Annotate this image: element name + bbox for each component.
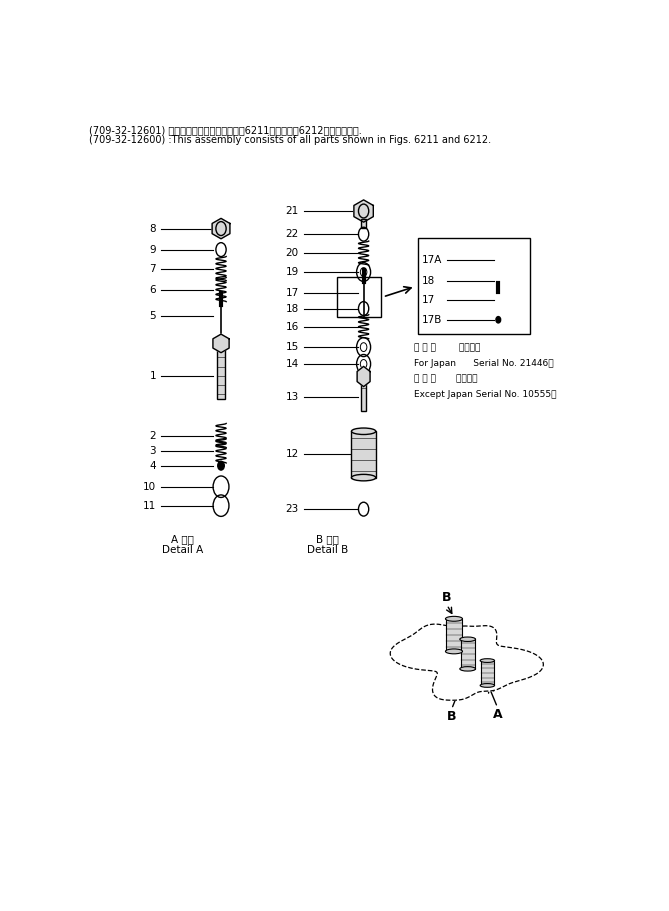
Text: 17: 17 bbox=[286, 288, 299, 298]
Bar bbox=[351, 431, 376, 477]
Bar bbox=[460, 640, 475, 669]
Text: A 詳細
Detail A: A 詳細 Detail A bbox=[161, 534, 203, 556]
FancyBboxPatch shape bbox=[417, 239, 530, 334]
Bar bbox=[481, 660, 494, 685]
Bar bbox=[217, 348, 225, 399]
Ellipse shape bbox=[351, 428, 376, 435]
Text: B 詳細
Detail B: B 詳細 Detail B bbox=[306, 534, 348, 556]
Text: 9: 9 bbox=[150, 245, 157, 254]
Text: 3: 3 bbox=[150, 446, 157, 456]
Bar bbox=[446, 619, 462, 651]
Text: 7: 7 bbox=[150, 263, 157, 273]
Text: 6: 6 bbox=[150, 284, 157, 294]
Text: 23: 23 bbox=[286, 504, 299, 514]
Text: 17: 17 bbox=[422, 295, 436, 305]
Ellipse shape bbox=[460, 637, 476, 641]
Bar bbox=[361, 378, 367, 411]
Text: 16: 16 bbox=[286, 322, 299, 332]
Text: 4: 4 bbox=[150, 461, 157, 471]
Text: (709-32-12601) このアセンブリの構成品は第6211図および第6212図を含みます.: (709-32-12601) このアセンブリの構成品は第6211図および第621… bbox=[89, 125, 361, 135]
Text: 13: 13 bbox=[286, 392, 299, 402]
Text: (709-32-12600) :This assembly consists of all parts shown in Figs. 6211 and 6212: (709-32-12600) :This assembly consists o… bbox=[89, 135, 491, 145]
Text: 22: 22 bbox=[286, 230, 299, 240]
Circle shape bbox=[217, 461, 224, 470]
Text: 8: 8 bbox=[150, 223, 157, 233]
Text: 18: 18 bbox=[422, 276, 436, 286]
Text: 海 外 用       適用号等: 海 外 用 適用号等 bbox=[414, 374, 478, 384]
Text: 19: 19 bbox=[286, 267, 299, 277]
Text: 17B: 17B bbox=[422, 315, 443, 324]
Ellipse shape bbox=[480, 683, 494, 687]
Ellipse shape bbox=[480, 659, 494, 662]
Ellipse shape bbox=[460, 667, 476, 671]
Text: 国 内 用        適用号等: 国 内 用 適用号等 bbox=[414, 343, 481, 353]
Text: 12: 12 bbox=[286, 449, 299, 459]
Text: 21: 21 bbox=[286, 206, 299, 216]
Text: 2: 2 bbox=[150, 431, 157, 441]
Text: 10: 10 bbox=[143, 482, 157, 492]
Polygon shape bbox=[354, 200, 373, 222]
Polygon shape bbox=[357, 366, 370, 386]
Ellipse shape bbox=[446, 617, 462, 621]
Ellipse shape bbox=[446, 649, 462, 654]
Text: B: B bbox=[442, 591, 452, 604]
Text: Except Japan Serial No. 10555〜: Except Japan Serial No. 10555〜 bbox=[414, 390, 557, 399]
Text: 1: 1 bbox=[150, 371, 157, 381]
Text: 18: 18 bbox=[286, 303, 299, 313]
Text: 5: 5 bbox=[150, 312, 157, 322]
Text: 17A: 17A bbox=[422, 255, 443, 265]
Text: B: B bbox=[447, 710, 456, 722]
Circle shape bbox=[496, 316, 500, 323]
Text: For Japan      Serial No. 21446〜: For Japan Serial No. 21446〜 bbox=[414, 359, 554, 368]
Text: 15: 15 bbox=[286, 343, 299, 353]
Polygon shape bbox=[390, 624, 543, 701]
Ellipse shape bbox=[351, 475, 376, 481]
Polygon shape bbox=[213, 334, 229, 353]
Text: 11: 11 bbox=[143, 501, 157, 511]
Bar bbox=[361, 220, 366, 228]
Text: 20: 20 bbox=[286, 248, 299, 258]
Text: 14: 14 bbox=[286, 359, 299, 369]
Polygon shape bbox=[212, 219, 230, 239]
Text: A: A bbox=[492, 708, 502, 721]
